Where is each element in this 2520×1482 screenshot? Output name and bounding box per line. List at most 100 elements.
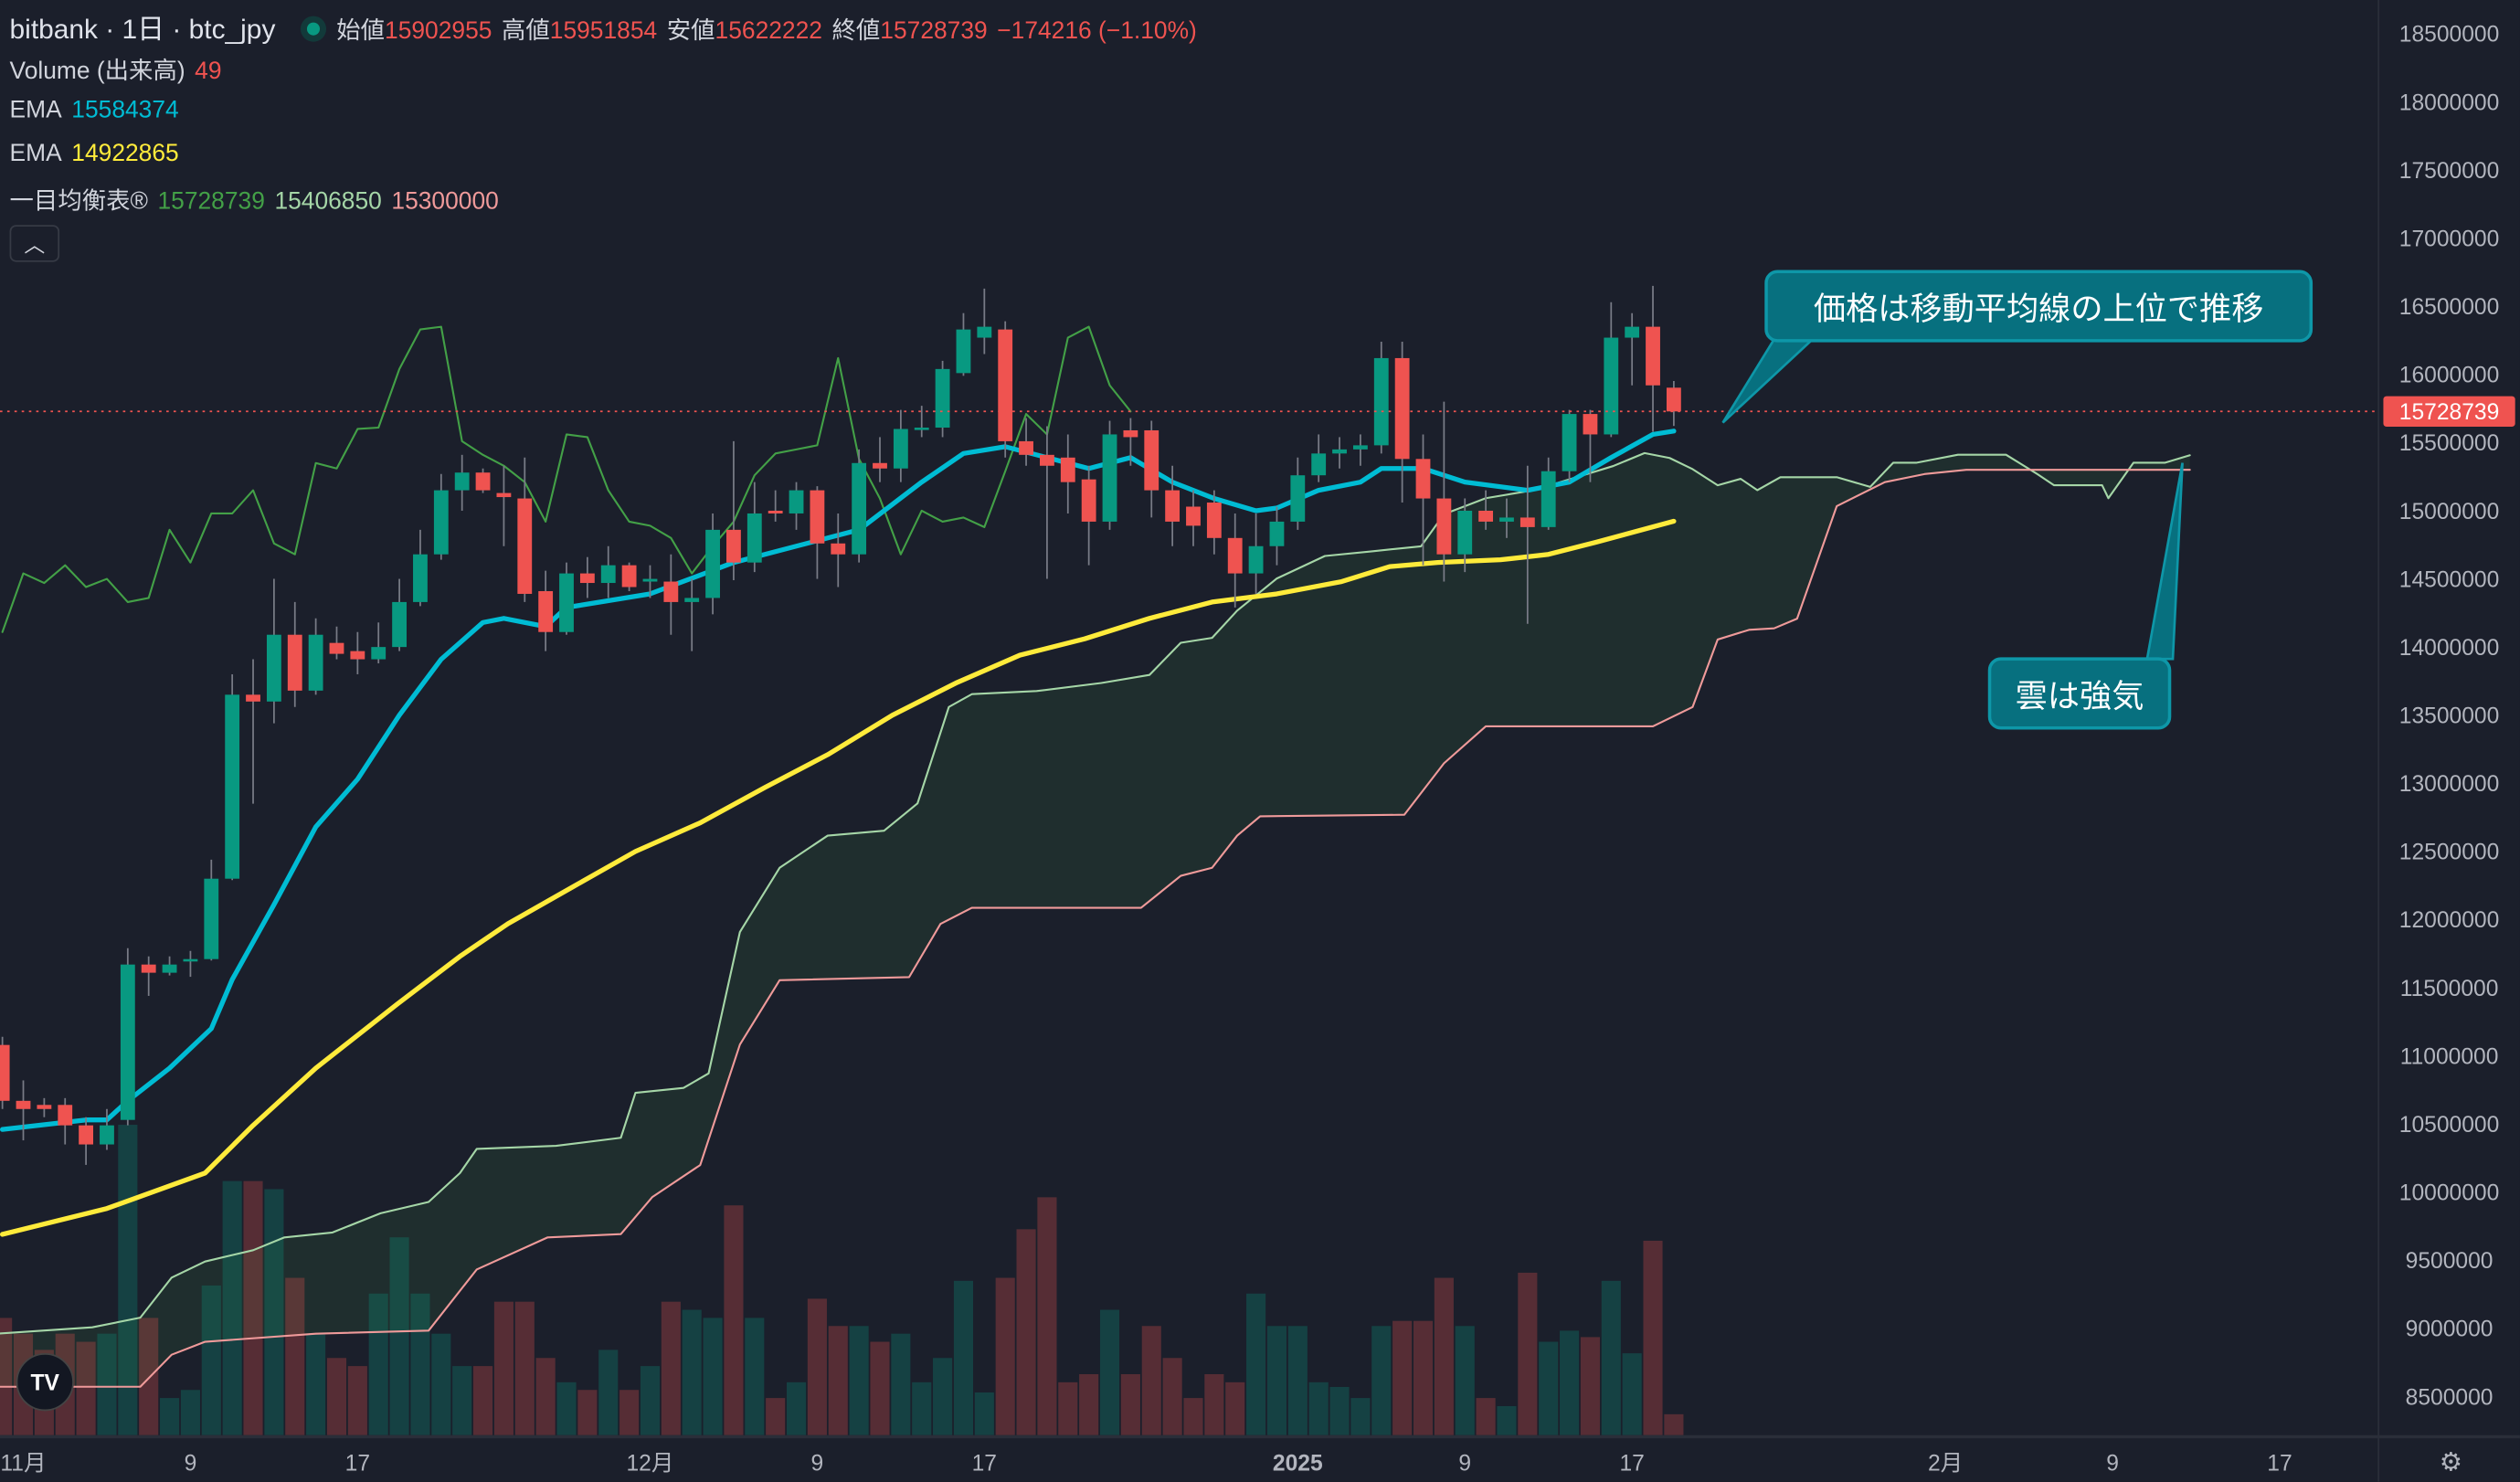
- low-label: 安値: [666, 17, 715, 46]
- volume-bar: [1392, 1320, 1413, 1435]
- volume-bar: [745, 1318, 765, 1435]
- volume-bar: [1099, 1309, 1120, 1435]
- volume-bar: [1329, 1386, 1350, 1435]
- volume-bar: [347, 1366, 367, 1435]
- volume-bar: [139, 1318, 159, 1435]
- candle: [789, 482, 804, 530]
- candle: [141, 956, 156, 996]
- candle-body: [789, 490, 804, 513]
- volume-bar: [1580, 1337, 1600, 1435]
- candle: [496, 465, 512, 546]
- volume-legend[interactable]: Volume (出来高) 49: [10, 53, 232, 87]
- ema-fast-legend[interactable]: EMA 15584374: [10, 97, 189, 124]
- price-tick-label: 16000000: [2399, 364, 2499, 388]
- candle: [1394, 342, 1410, 503]
- candle-body: [810, 490, 825, 544]
- ichimoku-legend[interactable]: 一目均衡表® 15728739 15406850 15300000: [10, 184, 509, 217]
- candle-body: [663, 581, 679, 602]
- annotation-callout-ma[interactable]: 価格は移動平均線の上位で推移: [1764, 270, 2314, 343]
- candle: [1040, 426, 1054, 579]
- time-tick-label: 9: [811, 1451, 824, 1476]
- candle: [831, 513, 846, 588]
- candle: [517, 457, 533, 602]
- candle-body: [246, 694, 260, 702]
- candle-body: [0, 1044, 10, 1101]
- candle-body: [1040, 454, 1054, 466]
- candle: [810, 486, 825, 579]
- ema-slow-line: [0, 518, 1677, 1237]
- settings-gear-icon[interactable]: ⚙: [2439, 1449, 2462, 1477]
- candle-body: [956, 329, 971, 374]
- volume-bar: [452, 1366, 472, 1435]
- volume-bar: [431, 1333, 451, 1435]
- candle-body: [768, 510, 783, 513]
- candle: [559, 562, 574, 635]
- candle: [642, 565, 658, 598]
- candle: [956, 312, 971, 376]
- volume-bar: [118, 1125, 138, 1435]
- candle-body: [1625, 326, 1640, 338]
- candle-body: [579, 573, 595, 584]
- last-price-badge: [2383, 396, 2515, 427]
- candle-body: [329, 642, 344, 654]
- time-tick-label: 17: [345, 1451, 370, 1476]
- candle: [79, 1117, 94, 1165]
- candle-body: [1352, 445, 1368, 450]
- candle: [454, 454, 470, 511]
- tradingview-logo-icon[interactable]: TV: [16, 1352, 74, 1412]
- price-tick-label: 14000000: [2399, 636, 2499, 661]
- candle: [873, 437, 887, 482]
- volume-bar: [682, 1309, 702, 1435]
- candle-body: [1646, 326, 1660, 386]
- candle-body: [600, 565, 616, 584]
- volume-bar: [577, 1390, 598, 1435]
- volume-bar: [1225, 1381, 1245, 1435]
- volume-bar: [1539, 1341, 1559, 1435]
- candle-body: [642, 578, 658, 582]
- candle: [746, 482, 762, 573]
- volume-bar: [724, 1205, 744, 1435]
- candle: [1081, 465, 1096, 566]
- candle-body: [538, 590, 554, 632]
- volume-bar: [640, 1366, 661, 1435]
- candle-body: [914, 427, 929, 430]
- volume-bar: [766, 1398, 786, 1435]
- candle: [852, 449, 867, 563]
- candle-body: [1583, 414, 1598, 435]
- candle: [329, 626, 344, 660]
- volume-bar: [1016, 1229, 1036, 1435]
- collapse-legend-button[interactable]: ︿: [9, 225, 60, 262]
- volume-bar: [1204, 1373, 1224, 1435]
- candle: [1436, 401, 1452, 582]
- candle-body: [705, 529, 720, 598]
- volume-bar: [828, 1326, 848, 1435]
- symbol-title[interactable]: bitbank · 1日 · btc_jpy: [9, 14, 276, 46]
- candle-body: [308, 634, 323, 691]
- price-tick-label: 10000000: [2399, 1181, 2499, 1206]
- price-tick-label: 12000000: [2399, 908, 2499, 933]
- candle-body: [977, 326, 992, 338]
- candle-body: [873, 462, 887, 469]
- candle-body: [454, 472, 470, 491]
- volume-bar: [1643, 1240, 1663, 1435]
- candle: [621, 562, 637, 591]
- annotation-callout-cloud[interactable]: 雲は強気: [1987, 657, 2172, 730]
- high-value: 15951854: [549, 17, 658, 46]
- volume-bar: [1601, 1280, 1621, 1435]
- volume-bar: [1622, 1353, 1642, 1435]
- symbol-legend: bitbank · 1日 · btc_jpy 始値15902955 高値159518…: [10, 6, 1207, 47]
- candle-body: [475, 472, 491, 491]
- ema-slow-label: EMA: [9, 140, 62, 167]
- candle: [1332, 437, 1347, 469]
- ema-slow-legend[interactable]: EMA 14922865: [10, 140, 189, 167]
- candle: [225, 673, 240, 881]
- candle: [768, 490, 783, 522]
- candle-body: [79, 1125, 94, 1145]
- volume-bar: [1308, 1381, 1329, 1435]
- candle-body: [100, 1125, 114, 1145]
- candle: [977, 288, 992, 355]
- time-tick-label: 17: [2267, 1451, 2292, 1476]
- time-tick-label: 12月: [626, 1451, 673, 1476]
- candle: [1165, 465, 1181, 546]
